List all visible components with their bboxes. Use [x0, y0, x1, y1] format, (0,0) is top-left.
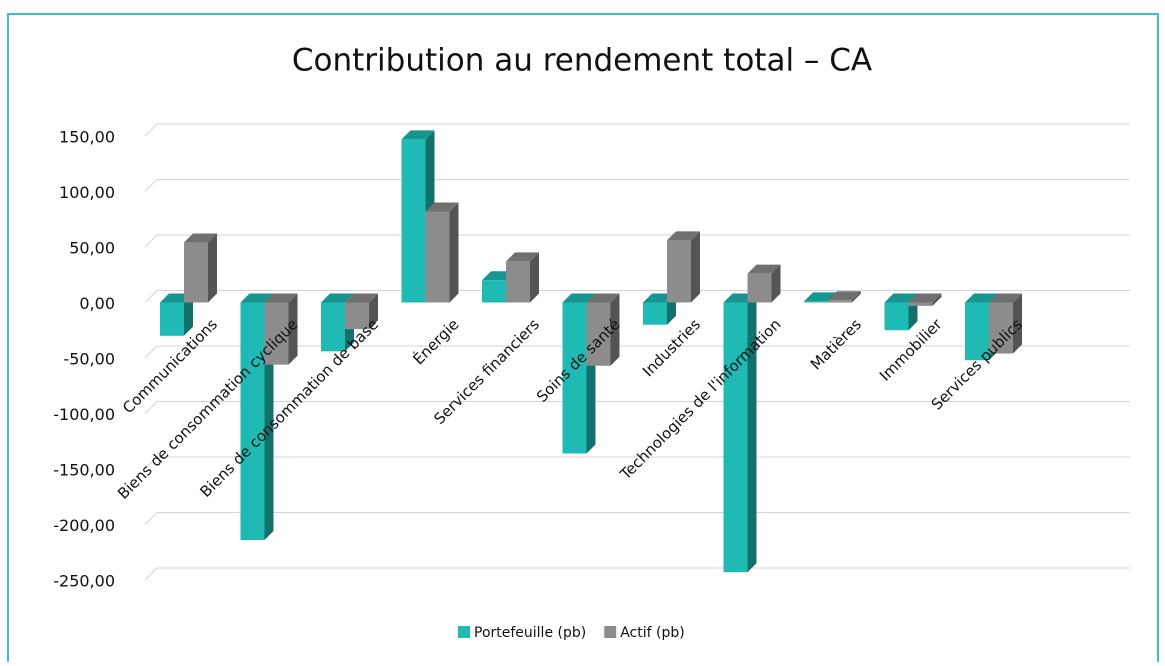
bar-side: [852, 291, 861, 303]
bar-top: [264, 293, 298, 303]
bar-top: [425, 202, 459, 212]
bar: [723, 293, 757, 573]
grid-line: [144, 512, 1130, 525]
x-tick-label: Matières: [807, 315, 865, 373]
bar-side: [449, 202, 459, 303]
grid-line: [144, 234, 1130, 248]
bar: [989, 293, 1022, 354]
chart-title: Contribution au rendement total – CA: [292, 43, 872, 79]
bar: [160, 293, 193, 336]
bar-side: [610, 293, 620, 366]
bar-side: [932, 293, 942, 306]
bar-side: [530, 252, 539, 303]
bar-top: [184, 233, 217, 243]
bar: [184, 233, 217, 303]
frame: [7, 13, 1159, 666]
bar-top: [989, 293, 1022, 303]
bar-front: [747, 273, 772, 303]
bar-front: [345, 302, 369, 330]
bar-front: [401, 139, 426, 303]
bar-side: [1013, 293, 1022, 354]
bar-front: [884, 302, 909, 331]
bar-top: [667, 231, 700, 241]
bar-front: [586, 302, 611, 366]
y-tick-label: -250,00: [53, 572, 115, 591]
bar-front: [321, 302, 345, 352]
bar: [667, 231, 700, 303]
grid-line: [144, 401, 1130, 414]
x-tick-label: Énergie: [409, 315, 463, 369]
grid-line: [144, 567, 1130, 581]
bar-top: [828, 291, 861, 301]
bar: [506, 252, 539, 303]
grid-line: [144, 123, 1130, 137]
grid-line: [144, 345, 1130, 359]
y-tick-label: 100,00: [59, 183, 115, 202]
x-tick-label: Technologies de l'information: [616, 315, 785, 484]
bar-top: [586, 293, 620, 303]
legend-swatch: [604, 626, 617, 638]
grid-line: [144, 179, 1130, 192]
bar-front: [908, 302, 933, 306]
bar-front: [425, 211, 450, 303]
grid-line: [144, 456, 1130, 470]
y-tick-label: -150,00: [53, 461, 115, 480]
x-tick-label: Industries: [639, 315, 704, 380]
bar-side: [208, 233, 217, 303]
bar-side: [747, 293, 757, 573]
grid-line: [144, 290, 1130, 303]
bar-top: [321, 293, 354, 303]
y-tick-label: 150,00: [59, 128, 115, 147]
bar-front: [482, 280, 506, 303]
bar: [345, 293, 378, 330]
bar-top: [345, 293, 378, 303]
bar-front: [965, 302, 989, 361]
bar-top: [562, 293, 596, 303]
bar-front: [643, 302, 667, 325]
bar-front: [184, 242, 208, 303]
legend-swatch: [458, 626, 470, 638]
bar: [425, 202, 459, 303]
bar: [828, 291, 861, 303]
legend-label: Portefeuille (pb): [474, 625, 586, 641]
bar: [908, 293, 942, 306]
y-tick-label: -50,00: [63, 350, 115, 369]
bar-side: [369, 293, 378, 330]
y-tick-label: -100,00: [53, 405, 115, 424]
y-tick-label: 0,00: [79, 294, 115, 313]
bar-top: [401, 130, 435, 140]
bar-front: [562, 302, 587, 454]
bar: [747, 264, 781, 303]
bar-front: [723, 302, 748, 573]
bar-top: [804, 292, 837, 302]
legend-label: Actif (pb): [620, 625, 684, 641]
bar-front: [804, 301, 828, 303]
bar: [264, 293, 298, 365]
bar-top: [908, 293, 942, 303]
bar-front: [828, 300, 852, 303]
bar-top: [747, 264, 781, 274]
bar-top: [506, 252, 539, 262]
bar-front: [989, 302, 1013, 354]
bar-side: [771, 264, 781, 303]
bar-front: [240, 302, 265, 541]
bar-front: [160, 302, 184, 336]
bar-side: [288, 293, 298, 365]
bar-side: [184, 293, 193, 336]
bar-top: [240, 293, 274, 303]
bar-side: [691, 231, 700, 303]
bar-top: [965, 293, 998, 303]
y-tick-label: -200,00: [53, 516, 115, 535]
y-tick-label: 50,00: [69, 239, 115, 258]
bar-front: [264, 302, 289, 365]
bar-top: [884, 293, 918, 303]
bar: [586, 293, 620, 366]
bar-front: [667, 240, 691, 303]
bar-front: [506, 261, 530, 303]
